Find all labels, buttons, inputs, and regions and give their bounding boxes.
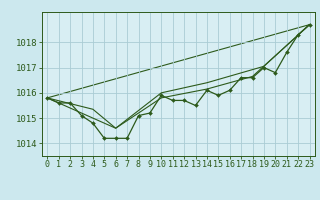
Text: Graphe pression niveau de la mer (hPa): Graphe pression niveau de la mer (hPa) xyxy=(41,183,279,193)
